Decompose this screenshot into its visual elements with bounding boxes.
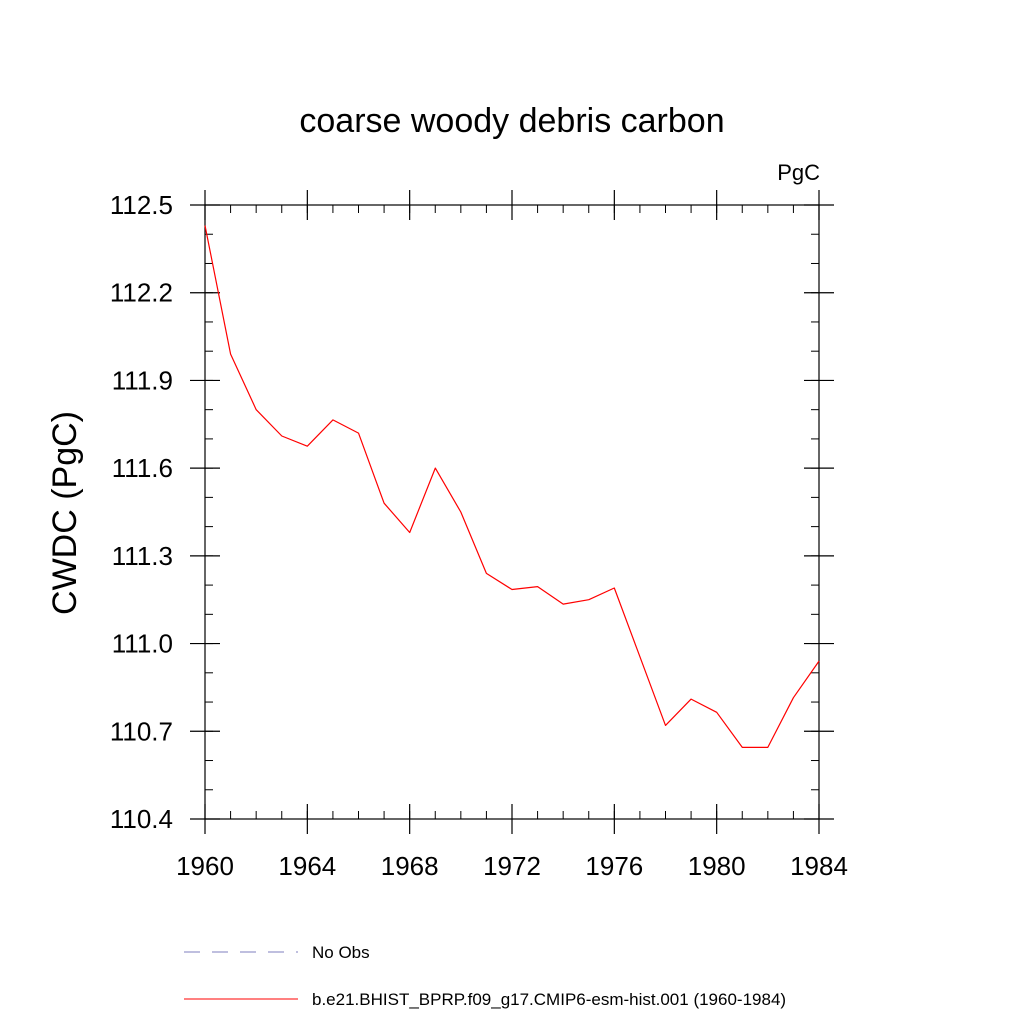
x-tick-label: 1980 [688,851,746,881]
y-tick-label: 112.2 [110,278,173,308]
y-tick-label: 111.0 [112,629,173,659]
y-tick-label: 111.6 [112,453,173,483]
series-group [204,225,820,749]
legend-label: No Obs [312,943,370,962]
y-tick-label: 111.3 [112,541,173,571]
y-tick-label: 110.7 [110,716,173,746]
x-tick-label: 1964 [278,851,336,881]
legend: No Obs b.e21.BHIST_BPRP.f09_g17.CMIP6-esm… [184,943,786,1009]
y-axis-label: CWDC (PgC) [46,411,84,615]
chart-title: coarse woody debris carbon [299,102,724,140]
y-tick-label: 112.5 [110,190,173,220]
series-line [204,225,820,749]
x-tick-label: 1984 [790,851,848,881]
x-tick-label: 1968 [381,851,439,881]
x-tick-label: 1972 [483,851,541,881]
axis-ticks [190,190,834,834]
y-tick-label: 110.4 [110,804,173,834]
x-tick-label: 1960 [176,851,234,881]
axis-tick-labels: 1960 1964 1968 1972 1976 1980 1984 110.4 110.7 11… [110,190,848,881]
y-tick-label: 111.9 [112,365,173,395]
x-tick-label: 1976 [585,851,643,881]
legend-label: b.e21.BHIST_BPRP.f09_g17.CMIP6-esm-hist.… [312,990,786,1009]
units-label: PgC [777,160,820,185]
